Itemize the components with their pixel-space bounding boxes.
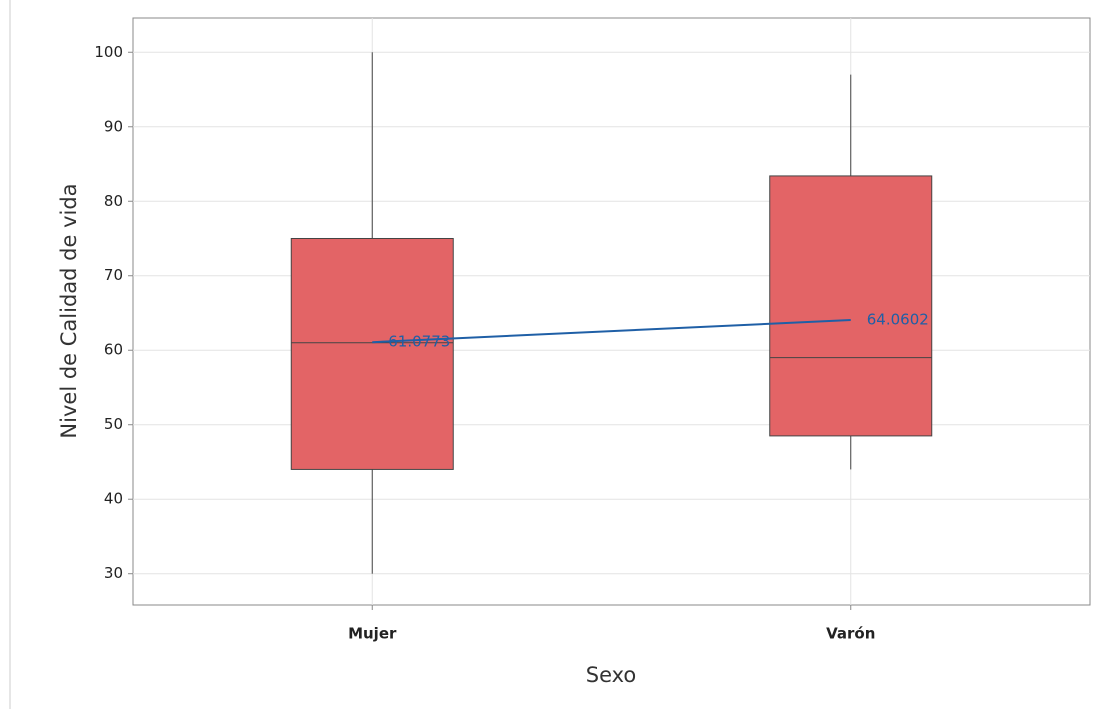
y-tick-label: 70 xyxy=(104,266,123,284)
x-tick-label: Varón xyxy=(826,625,875,643)
y-tick-label: 40 xyxy=(104,490,123,508)
mean-line xyxy=(372,318,851,344)
y-tick-label: 90 xyxy=(104,117,123,135)
plot-area xyxy=(132,17,1091,606)
y-tick-label: 50 xyxy=(104,415,123,433)
box xyxy=(769,175,933,437)
y-tick-label: 30 xyxy=(104,564,123,582)
box xyxy=(290,237,454,470)
mean-label: 64.0602 xyxy=(867,310,929,328)
y-tick-label: 80 xyxy=(104,192,123,210)
mean-label: 61.0773 xyxy=(388,333,450,351)
y-tick-label: 100 xyxy=(94,43,123,61)
x-tick-label: Mujer xyxy=(348,625,397,643)
y-tick-label: 60 xyxy=(104,341,123,359)
x-axis-title: Sexo xyxy=(586,663,637,687)
y-axis-title: Nivel de Calidad de vida xyxy=(57,183,81,438)
